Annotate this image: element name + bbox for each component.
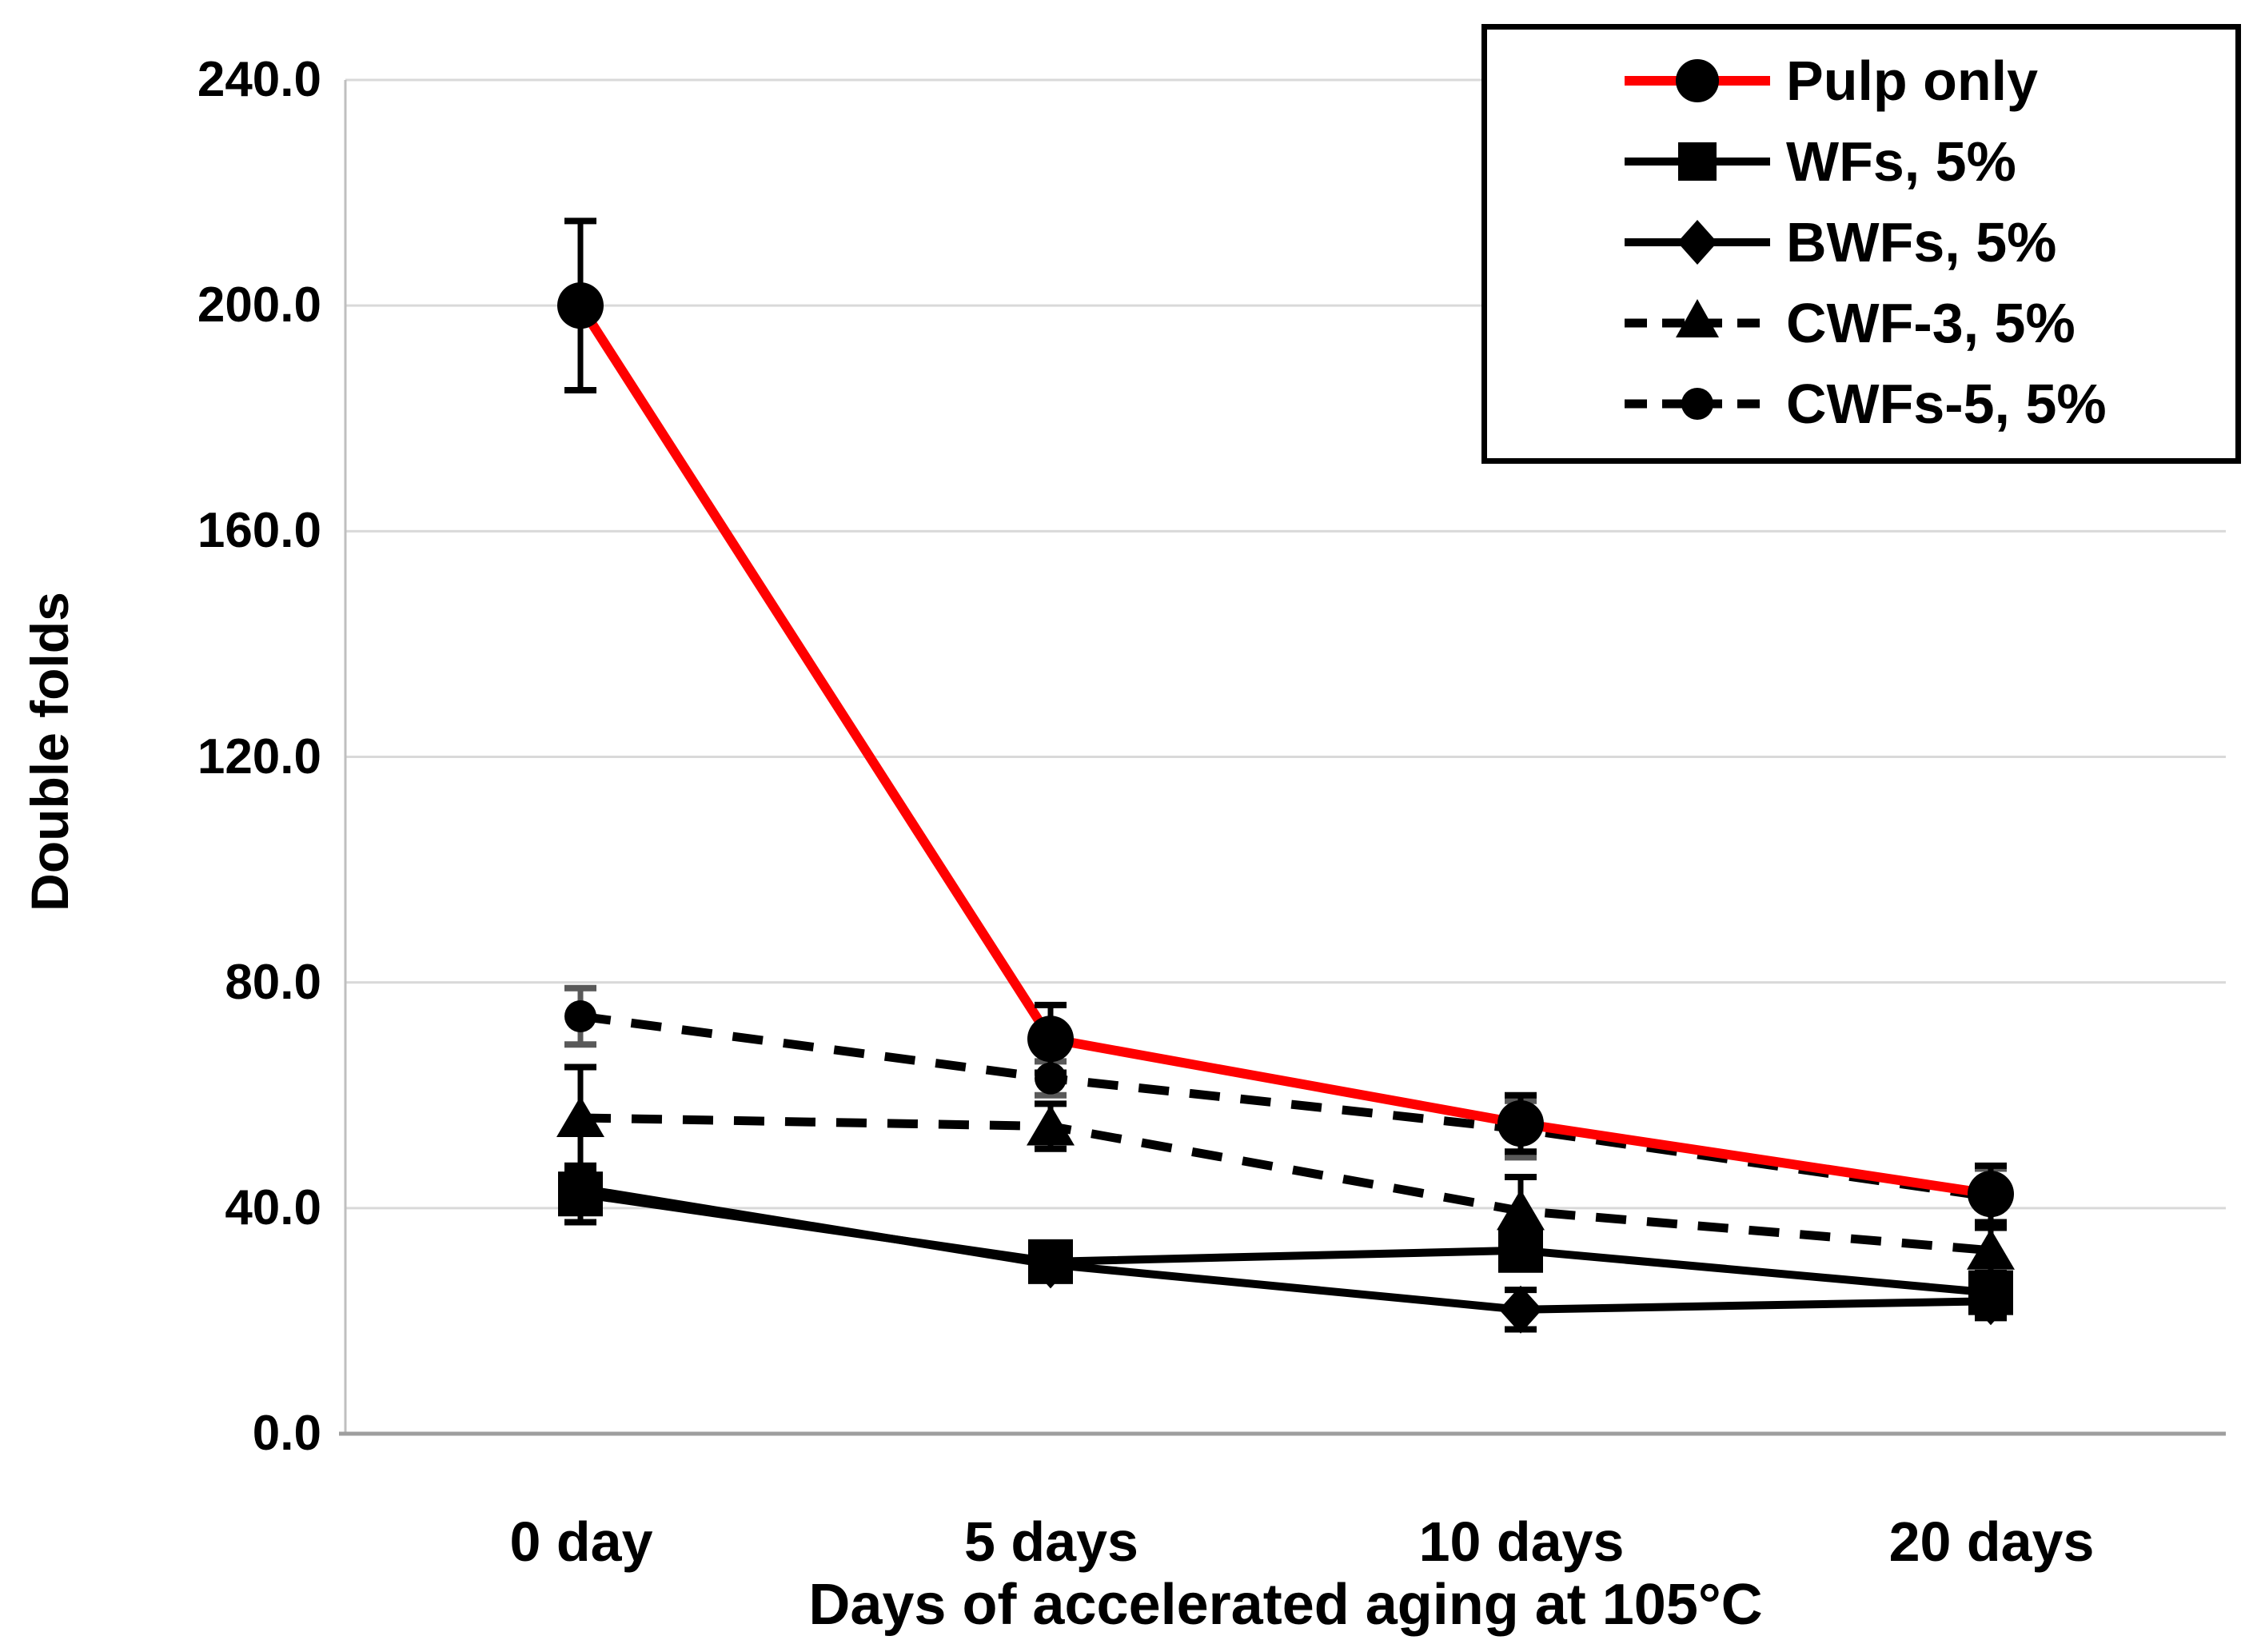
legend-sample-red-line-circle-icon	[1625, 59, 1770, 103]
y-tick-120: 120.0	[197, 729, 321, 784]
series-line-wfs-5-	[580, 1190, 1992, 1297]
marker-circle-large	[1968, 1171, 2014, 1218]
marker-diamond	[1499, 1285, 1542, 1334]
legend-sample-dashed-line-circle-icon	[1625, 387, 1770, 420]
y-axis-title: Double folds	[20, 592, 79, 912]
legend-label: BWFs, 5%	[1786, 210, 2057, 273]
y-tick-40: 40.0	[225, 1180, 321, 1235]
legend-label: CWF-3, 5%	[1786, 291, 2076, 354]
y-tick-240: 240.0	[197, 52, 321, 107]
marker-circle-small	[564, 1000, 596, 1032]
legend-label: WFs, 5%	[1786, 130, 2016, 194]
legend-item-wfs: WFs, 5%	[1487, 123, 2235, 200]
legend-label: Pulp only	[1786, 50, 2038, 113]
legend-sample-solid-line-square-icon	[1625, 142, 1770, 182]
legend-item-bwfs: BWFs, 5%	[1487, 204, 2235, 281]
legend-sample-solid-line-diamond-icon	[1625, 219, 1770, 265]
marker-circle-large	[1497, 1100, 1544, 1147]
y-tick-200: 200.0	[197, 277, 321, 333]
x-axis-title: Days of accelerated aging at 105°C	[808, 1573, 1763, 1637]
marker-square	[1028, 1239, 1073, 1284]
marker-triangle	[1497, 1189, 1545, 1231]
series-line-cwf-3-5-	[580, 1113, 1992, 1255]
marker-circle-small	[1035, 1062, 1067, 1095]
marker-square	[558, 1171, 603, 1217]
legend-label: CWFs-5, 5%	[1786, 372, 2107, 435]
y-tick-0: 0.0	[252, 1406, 321, 1461]
legend-item-cwf-3: CWF-3, 5%	[1487, 285, 2235, 361]
x-tick-0-day: 0 day	[509, 1510, 653, 1573]
marker-square	[1498, 1227, 1543, 1273]
series-line-cwfs-5-5-	[580, 1012, 1992, 1202]
marker-circle-large	[1027, 1016, 1074, 1063]
legend: Pulp only WFs, 5% BWFs, 5% CWF-3, 5%	[1481, 24, 2241, 464]
legend-sample-dashed-line-triangle-icon	[1625, 298, 1770, 337]
series-line-bwfs-5-	[580, 1184, 1992, 1314]
legend-item-cwfs-5: CWFs-5, 5%	[1487, 365, 2235, 442]
x-tick-20-days: 20 days	[1888, 1510, 2095, 1573]
x-tick-10-days: 10 days	[1418, 1510, 1625, 1573]
legend-item-pulp-only: Pulp only	[1487, 42, 2235, 119]
y-tick-160: 160.0	[197, 503, 321, 558]
marker-circle-large	[557, 282, 604, 329]
y-tick-80: 80.0	[225, 955, 321, 1010]
x-tick-5-days: 5 days	[964, 1510, 1138, 1573]
marker-triangle	[1027, 1104, 1075, 1146]
marker-square	[1968, 1270, 2013, 1315]
series-line-pulp-only	[576, 302, 1992, 1199]
marker-triangle	[556, 1095, 604, 1137]
marker-triangle	[1967, 1228, 2015, 1270]
